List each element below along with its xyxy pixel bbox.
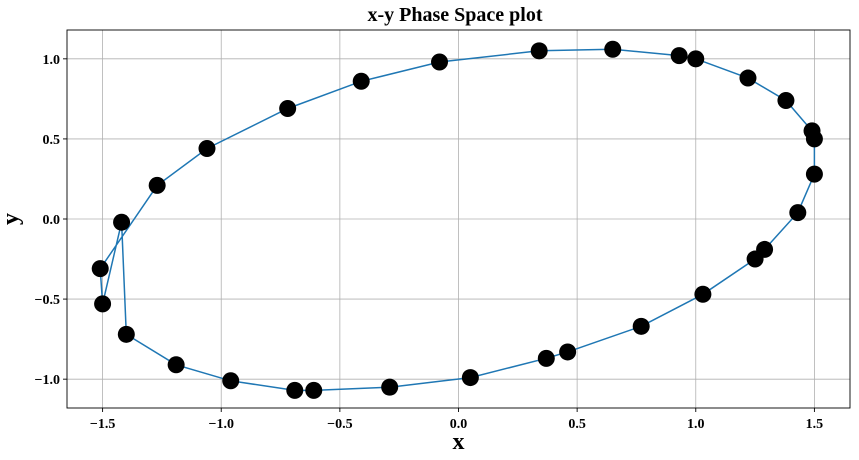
data-point xyxy=(670,47,688,65)
data-point xyxy=(604,40,622,58)
x-tick-label: 1.0 xyxy=(687,417,705,432)
x-tick-label: −0.5 xyxy=(327,417,352,432)
x-tick-label: 0.0 xyxy=(450,417,468,432)
data-point xyxy=(537,349,555,367)
data-point xyxy=(694,285,712,303)
x-tick-label: −1.5 xyxy=(90,417,115,432)
x-tick-label: 1.5 xyxy=(806,417,824,432)
data-point xyxy=(687,50,705,68)
data-point xyxy=(805,130,823,148)
chart-title: x-y Phase Space plot xyxy=(368,4,543,26)
data-point xyxy=(746,250,764,268)
data-point xyxy=(352,72,370,90)
data-point xyxy=(789,204,807,222)
data-point xyxy=(530,42,548,60)
data-point xyxy=(805,165,823,183)
y-axis-label: y xyxy=(0,213,24,225)
grid xyxy=(67,30,850,408)
y-tick-label: 1.0 xyxy=(43,53,61,68)
data-point xyxy=(222,372,240,390)
data-point xyxy=(94,295,112,313)
data-point xyxy=(632,317,650,335)
data-point xyxy=(305,381,323,399)
data-point xyxy=(167,356,185,374)
data-point xyxy=(381,378,399,396)
data-point xyxy=(777,91,795,109)
y-tick-label: 0.5 xyxy=(43,133,61,148)
data-point xyxy=(461,369,479,387)
data-point xyxy=(279,99,297,117)
x-tick-label: −1.0 xyxy=(208,417,233,432)
data-point xyxy=(198,140,216,158)
data-point xyxy=(113,213,131,231)
data-point xyxy=(431,53,449,71)
data-point xyxy=(148,176,166,194)
plot-frame xyxy=(66,29,851,409)
y-tick-label: 0.0 xyxy=(43,213,61,228)
axis-ticks: −1.5 −1.0 −0.5 0.0 0.5 1.0 1.5 −1.0 −0.5 0.0 0.5 1.… xyxy=(35,53,824,432)
x-axis-label: x xyxy=(453,429,465,455)
data-point xyxy=(559,343,577,361)
y-tick-label: −1.0 xyxy=(35,373,60,388)
trajectory-line xyxy=(99,48,816,392)
data-point xyxy=(91,260,109,278)
data-point xyxy=(286,381,304,399)
data-point xyxy=(739,69,757,87)
y-tick-label: −0.5 xyxy=(35,293,60,308)
data-point xyxy=(117,325,135,343)
x-tick-label: 0.5 xyxy=(568,417,586,432)
series-layer xyxy=(91,40,823,399)
